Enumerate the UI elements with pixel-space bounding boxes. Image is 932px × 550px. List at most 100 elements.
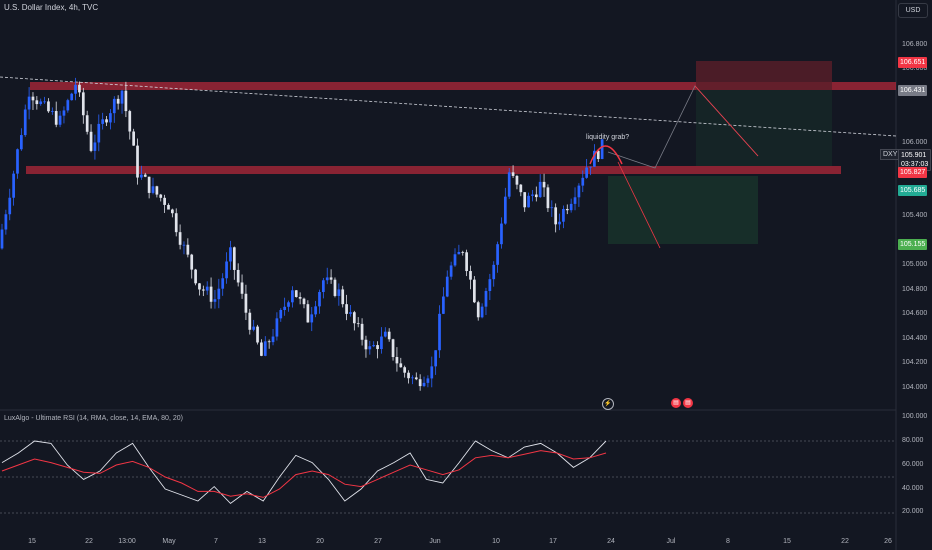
candle-body [515,175,519,185]
candle-body [221,278,225,289]
tick-label: 106.000 [902,139,928,146]
candle-body [109,113,112,123]
candle-body [414,377,418,380]
candle-body [39,101,43,105]
tick-label: 104.200 [902,359,928,366]
bearish-projection-arrow [617,161,661,249]
candle-body [229,247,232,262]
candle-body [93,142,97,151]
candle-body [171,209,174,214]
candle-body [314,306,317,315]
candle-body [496,244,499,265]
lightning-icon[interactable]: ⚡ [602,398,614,410]
candle-body [418,379,422,387]
candle-body [531,194,534,196]
us-flag-event-icon[interactable]: ▤ [671,398,681,408]
candle-body [217,288,221,300]
candle-body [352,312,356,324]
candle-body [565,208,569,211]
target-box[interactable] [608,176,758,244]
candle-body [422,382,426,387]
candle-body [503,196,507,224]
candle-body [283,306,286,311]
date-label: 13:00 [118,538,136,545]
candle-body [585,167,588,178]
date-label: 15 [783,538,791,545]
candle-body [140,174,143,178]
candle-body [291,290,294,303]
candle-body [27,96,31,110]
candle-body [577,185,581,198]
candle-body [600,139,604,159]
candle-body [372,345,376,347]
candle-body [345,304,348,314]
candle-body [182,244,186,246]
target-box-2 [696,90,832,166]
candle-body [341,289,345,305]
candle-body [159,194,163,198]
candle-body [596,150,600,159]
tick-label: 106.600 [902,65,928,72]
rsi-tick: 20.000 [902,508,924,515]
candle-body [573,197,577,204]
candle-body [105,119,108,123]
date-label: 13 [258,538,266,545]
support-zone [26,166,841,174]
candle-body [380,336,383,350]
candle-body [399,363,403,368]
candle-body [16,149,19,174]
candle-body [174,213,178,233]
candle-body [356,323,360,325]
candle-body [376,345,379,350]
candle-body [325,277,329,281]
stop-loss-box[interactable] [696,61,832,90]
candle-body [263,341,267,356]
rsi-tick: 60.000 [902,461,924,468]
date-label: Jun [429,538,441,545]
tick-label: 104.000 [902,384,928,391]
candle-body [500,223,503,245]
candle-body [248,312,252,330]
candle-body [434,350,437,367]
resistance-price-box: 106.431 [898,85,928,96]
candle-body [85,115,89,132]
candle-body [132,131,135,146]
rsi-indicator-title[interactable]: LuxAlgo - Ultimate RSI (14, RMA, close, … [4,415,183,422]
candle-body [194,269,197,284]
candle-body [302,298,306,305]
candle-body [449,265,453,277]
candle-body [318,292,321,307]
candle-body [294,290,298,297]
us-flag-event-icon[interactable]: ▤ [683,398,693,408]
candle-body [407,372,410,379]
date-label: May [162,538,176,545]
candle-body [120,90,124,104]
candle-body [209,286,213,302]
candle-body [31,96,35,101]
date-label: 20 [316,538,324,545]
target-price-box: 105.155 [898,239,928,250]
candle-body [12,173,15,198]
candle-body [101,119,105,124]
candle-body [43,101,46,103]
candle-body [287,302,290,307]
candle-body [279,310,283,319]
chart-title: U.S. Dollar Index, 4h, TVC [4,3,99,12]
candle-body [488,279,492,291]
candle-body [128,111,132,132]
currency-button[interactable]: USD [898,3,928,18]
candle-body [213,299,217,302]
candle-body [8,197,12,215]
candle-body [368,346,372,350]
tick-label: 104.800 [902,286,928,293]
candle-body [322,280,325,293]
candle-body [225,261,228,279]
candle-body [35,100,39,105]
date-label: 27 [374,538,382,545]
candle-body [155,186,159,195]
candle-body [507,172,511,197]
countdown: 03:37:03 [901,161,929,168]
candle-body [430,366,434,379]
candle-body [461,251,465,253]
